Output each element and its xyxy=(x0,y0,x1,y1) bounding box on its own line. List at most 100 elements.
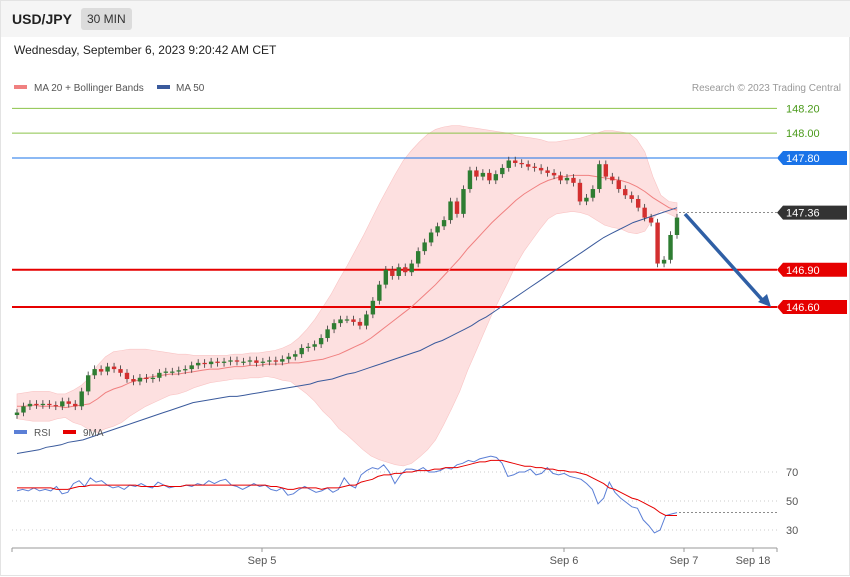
legend-ma50-label: MA 50 xyxy=(176,83,205,94)
candle-body xyxy=(176,370,181,372)
candle-body xyxy=(331,323,337,330)
x-tick-label: Sep 18 xyxy=(736,555,771,567)
x-tick-label: Sep 5 xyxy=(248,555,277,567)
rsi-tick-label: 70 xyxy=(786,467,798,479)
candle-body xyxy=(577,182,583,202)
candle-body xyxy=(150,377,156,380)
level-label-148.00: 148.00 xyxy=(786,128,820,140)
candle-body xyxy=(415,251,421,264)
candle-body xyxy=(170,371,175,373)
candle-body xyxy=(351,319,356,322)
candle-body xyxy=(157,372,162,378)
candle-body xyxy=(131,379,136,382)
candle-body xyxy=(532,166,537,168)
candle-body xyxy=(111,366,117,370)
candle-body xyxy=(286,356,291,360)
candle-body xyxy=(299,347,304,355)
candle-body xyxy=(500,167,505,175)
candle-body xyxy=(435,226,440,233)
candle-body xyxy=(474,170,479,177)
candle-body xyxy=(34,403,39,406)
legend-ma20-label: MA 20 + Bollinger Bands xyxy=(34,83,144,94)
legend-ma50-swatch xyxy=(157,85,170,89)
candle-body xyxy=(642,207,647,218)
candle-body xyxy=(267,360,272,362)
candle-body xyxy=(655,222,660,264)
candle-body xyxy=(312,344,317,347)
candle-body xyxy=(513,160,518,163)
candle-body xyxy=(461,189,466,214)
candle-body xyxy=(183,369,188,371)
candle-body xyxy=(448,201,453,221)
candle-body xyxy=(597,164,602,190)
candle-body xyxy=(441,220,447,227)
candle-body xyxy=(525,164,531,167)
level-label-148.20: 148.20 xyxy=(786,103,820,115)
timeframe-button[interactable]: 30 MIN xyxy=(81,8,132,30)
candle-body xyxy=(648,217,654,223)
candle-body xyxy=(623,189,628,196)
level-label-146.90: 146.90 xyxy=(786,265,820,277)
x-axis: Sep 5 Sep 6 Sep 7 Sep 18 xyxy=(11,547,778,567)
legend-9ma-swatch xyxy=(63,430,76,434)
rsi-ma-line xyxy=(17,459,677,516)
candle-body xyxy=(318,338,324,345)
candle-body xyxy=(610,176,615,181)
candle-body xyxy=(124,372,130,380)
level-label-146.60: 146.60 xyxy=(786,302,820,314)
level-label-147.80: 147.80 xyxy=(786,153,820,165)
level-tag-147.80 xyxy=(777,151,847,165)
candle-body xyxy=(629,195,634,199)
candle-body xyxy=(47,403,52,406)
candle-body xyxy=(73,403,78,407)
x-tick-label: Sep 6 xyxy=(550,555,579,567)
candle-body xyxy=(344,319,350,321)
candle-body xyxy=(480,172,486,177)
candle-body xyxy=(584,197,589,202)
candle-body xyxy=(383,269,389,285)
candle-body xyxy=(27,403,33,407)
forecast-arrow-head xyxy=(758,294,771,307)
candle-body xyxy=(396,267,401,276)
candle-body xyxy=(338,319,343,324)
candle-body xyxy=(14,412,20,416)
legend-rsi-label: RSI xyxy=(34,428,51,439)
candle-body xyxy=(616,180,621,190)
candle-body xyxy=(247,360,253,362)
level-tag-147.36 xyxy=(777,205,847,220)
candle-body xyxy=(357,321,363,326)
candle-body xyxy=(66,401,71,404)
candle-body xyxy=(40,403,46,406)
candle-body xyxy=(590,189,596,198)
candle-body xyxy=(273,360,279,362)
legend-rsi-swatch xyxy=(14,430,27,434)
candle-body xyxy=(668,234,673,260)
symbol-label: USD/JPY xyxy=(12,11,72,27)
candle-body xyxy=(280,359,285,362)
candle-body xyxy=(53,405,59,407)
candle-body xyxy=(409,263,414,273)
candle-body xyxy=(305,346,311,348)
price-levels xyxy=(12,107,777,308)
candle-body xyxy=(571,177,576,183)
level-tags: 148.20 148.00 147.80 147.36 146.90 146.60 xyxy=(777,103,847,314)
forecast-arrow-shaft xyxy=(683,212,767,305)
candle-body xyxy=(202,362,207,365)
legend-ma20-swatch xyxy=(14,85,27,89)
candle-body xyxy=(144,377,149,380)
candle-body xyxy=(325,329,330,339)
x-tick-label: Sep 7 xyxy=(670,555,699,567)
candle-body xyxy=(221,361,227,363)
candle-body xyxy=(228,360,233,362)
bollinger-band-area xyxy=(16,125,678,467)
candle-body xyxy=(551,172,557,176)
candle-body xyxy=(195,362,201,366)
header-bar: USD/JPY 30 MIN xyxy=(1,1,850,37)
rsi-panel: 30 50 70 xyxy=(12,455,798,537)
candle-body xyxy=(661,259,667,264)
candle-body xyxy=(564,177,570,181)
rsi-tick-label: 50 xyxy=(786,496,798,508)
candle-body xyxy=(558,175,563,181)
candle-body xyxy=(403,267,408,273)
